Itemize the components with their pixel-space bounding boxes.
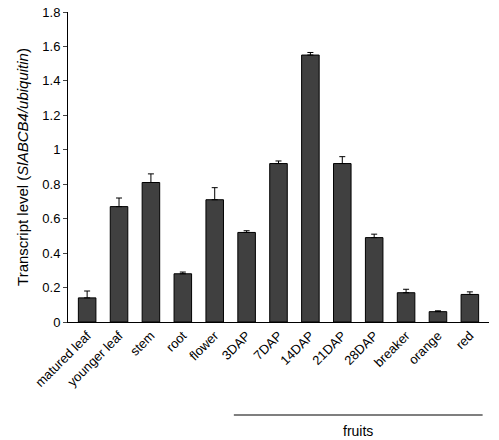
svg-text:28DAP: 28DAP bbox=[341, 328, 381, 368]
svg-text:fruits: fruits bbox=[343, 423, 373, 439]
svg-text:1.8: 1.8 bbox=[42, 5, 60, 20]
svg-text:breaker: breaker bbox=[371, 328, 413, 370]
svg-text:0.2: 0.2 bbox=[42, 280, 60, 295]
svg-text:Transcript level (SlABCB4/ubiq: Transcript level (SlABCB4/ubiquitin) bbox=[14, 48, 31, 286]
svg-text:1.6: 1.6 bbox=[42, 39, 60, 54]
svg-text:7DAP: 7DAP bbox=[251, 328, 286, 363]
svg-text:0.6: 0.6 bbox=[42, 211, 60, 226]
svg-text:orange: orange bbox=[405, 328, 444, 367]
svg-text:0.8: 0.8 bbox=[42, 177, 60, 192]
svg-text:0: 0 bbox=[53, 315, 60, 330]
svg-text:0.4: 0.4 bbox=[42, 246, 60, 261]
svg-text:stem: stem bbox=[127, 328, 158, 359]
svg-text:root: root bbox=[163, 328, 190, 355]
svg-text:14DAP: 14DAP bbox=[277, 328, 317, 368]
svg-text:1.2: 1.2 bbox=[42, 108, 60, 123]
svg-text:red: red bbox=[453, 328, 477, 352]
svg-text:3DAP: 3DAP bbox=[219, 328, 254, 363]
svg-text:flower: flower bbox=[186, 328, 222, 364]
svg-text:1: 1 bbox=[53, 142, 60, 157]
svg-text:younger leaf: younger leaf bbox=[65, 328, 126, 389]
svg-text:21DAP: 21DAP bbox=[309, 328, 349, 368]
svg-text:1.4: 1.4 bbox=[42, 73, 60, 88]
svg-text:matured leaf: matured leaf bbox=[32, 328, 94, 390]
